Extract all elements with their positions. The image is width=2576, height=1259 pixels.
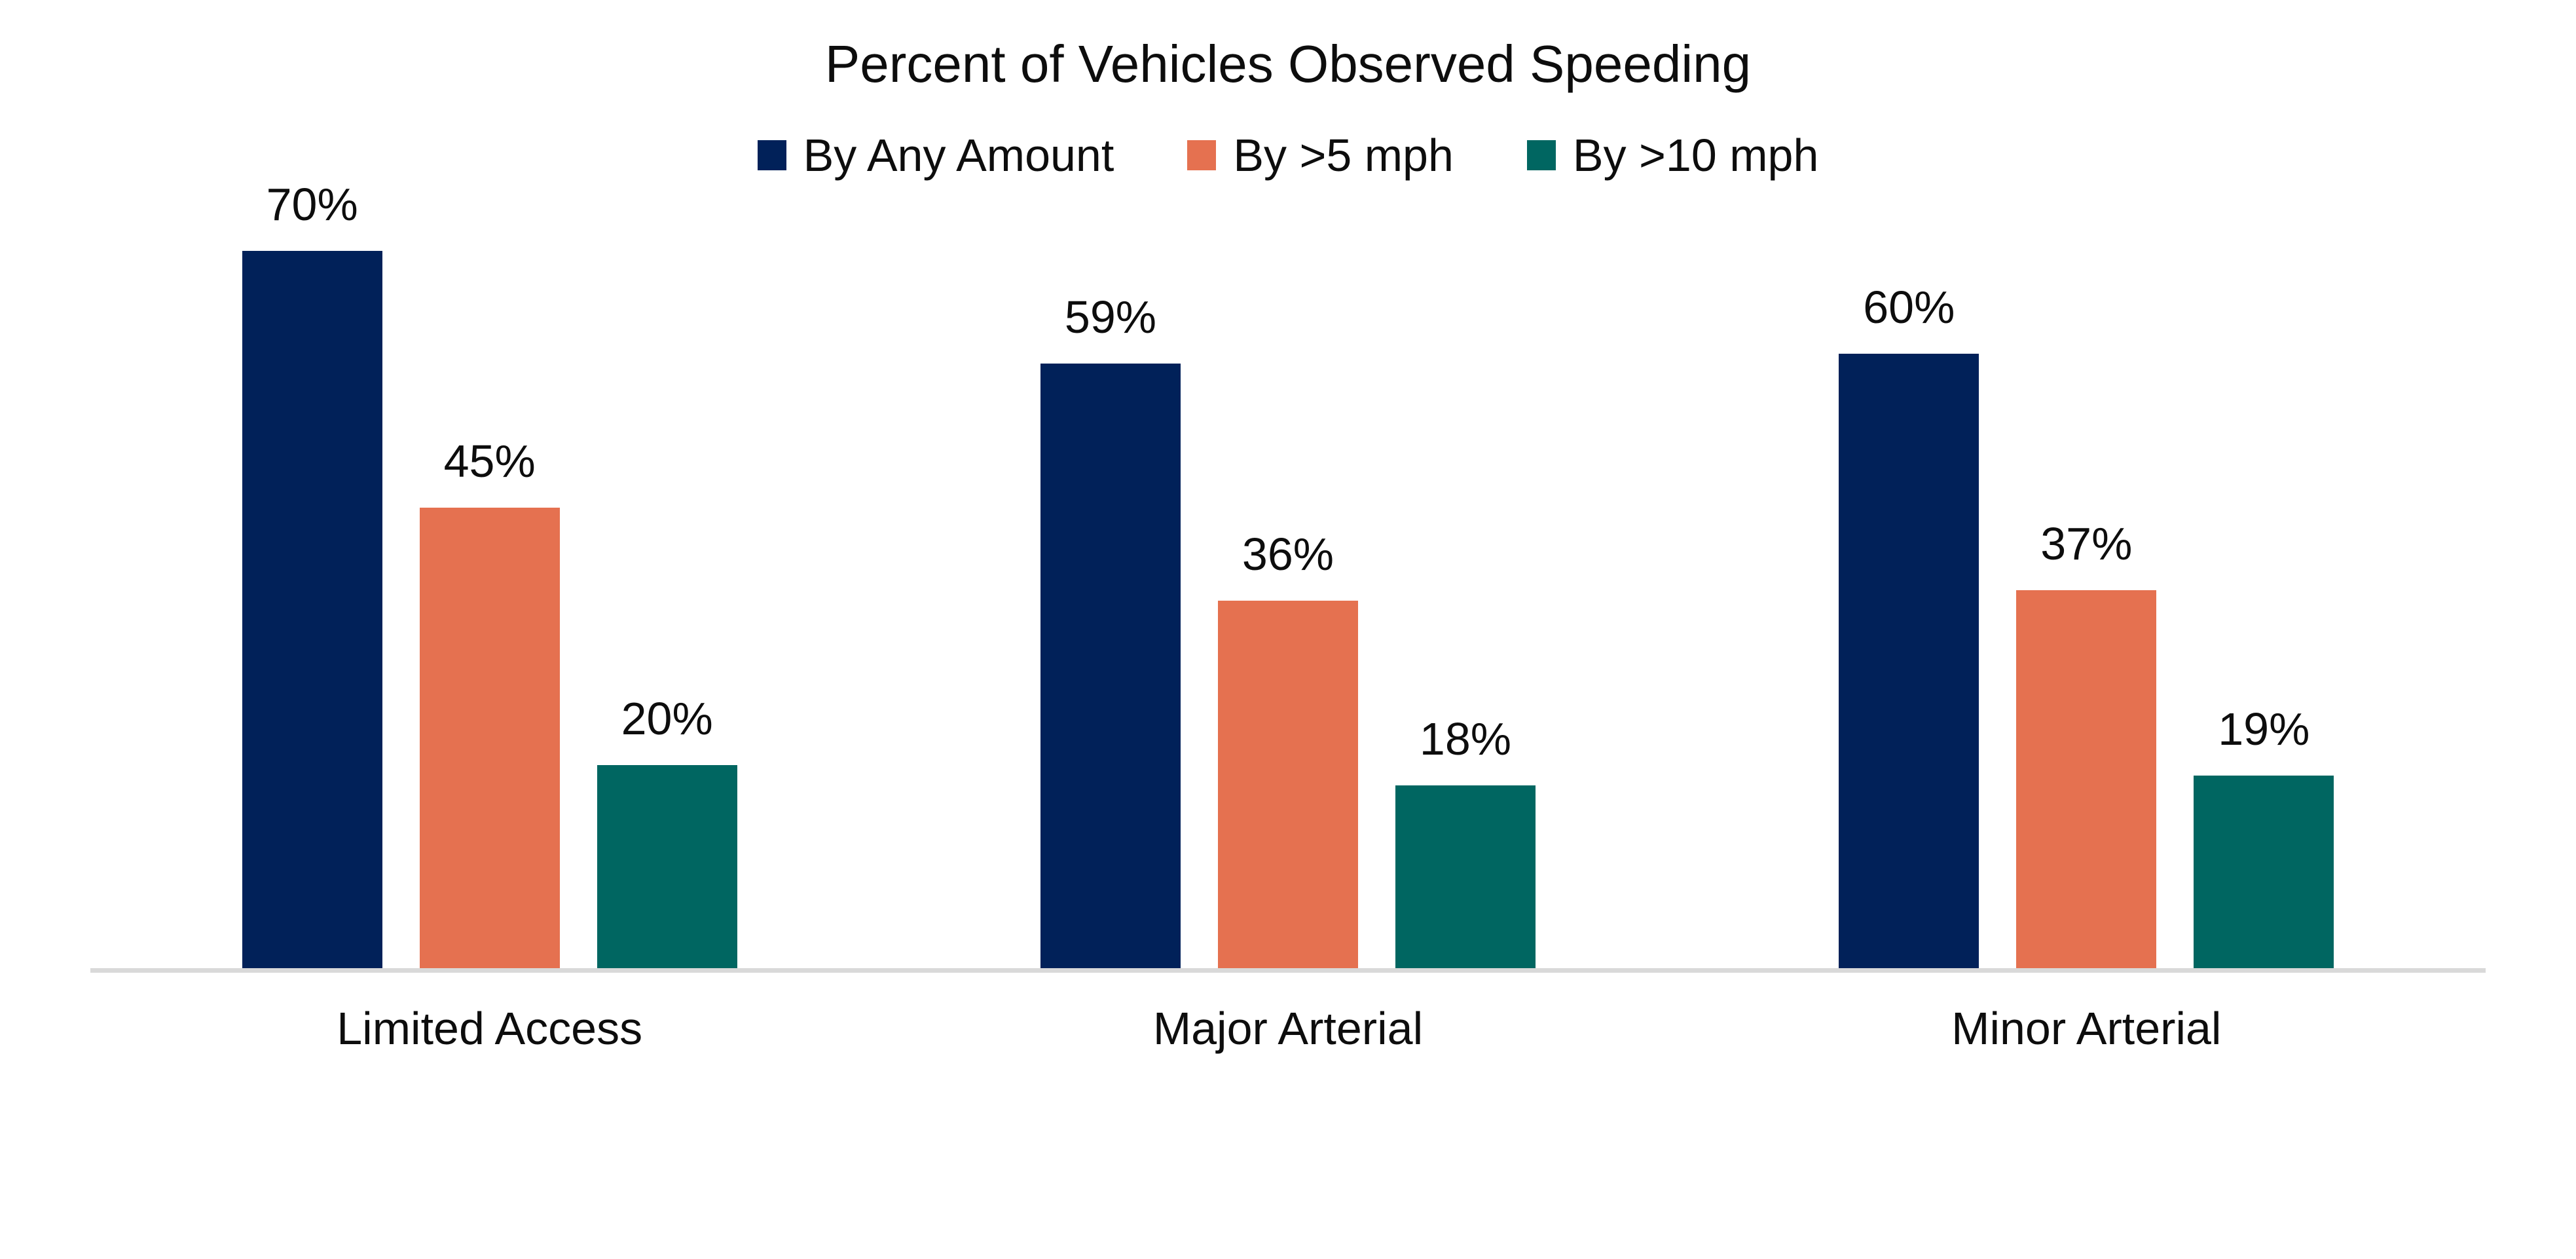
category-axis-labels: Limited Access Major Arterial Minor Arteri… <box>90 1002 2486 1055</box>
bar-column: 18% <box>1395 714 1536 971</box>
legend-swatch-icon <box>1526 140 1556 170</box>
bar-value-label: 70% <box>266 179 358 230</box>
legend: By Any Amount By >5 mph By >10 mph <box>0 128 2576 182</box>
bar-column: 19% <box>2194 704 2334 971</box>
legend-item-3: By >10 mph <box>1526 129 1819 181</box>
category-label-2: Major Arterial <box>1152 1003 1424 1054</box>
bar-by-10-mph-minor-arterial <box>2194 776 2334 971</box>
legend-item-2: By >5 mph <box>1187 129 1454 181</box>
bar-value-label: 36% <box>1242 529 1334 580</box>
bar-group-3: 60% 37% 19% <box>1839 282 2334 971</box>
bar-by-10-mph-limited-access <box>597 765 737 971</box>
bar-column: 37% <box>2016 518 2157 971</box>
bar-column: 45% <box>419 436 560 971</box>
bar-column: 36% <box>1217 529 1358 971</box>
bar-by-5-mph-limited-access <box>419 508 560 971</box>
plot-area: 70% 45% 20% 59% 36% 18% 60% 37% 19% <box>90 179 2486 973</box>
bar-group-1: 70% 45% 20% <box>242 179 737 971</box>
bar-column: 20% <box>597 694 737 971</box>
bar-value-label: 18% <box>1419 713 1512 764</box>
bar-value-label: 60% <box>1863 282 1955 333</box>
bar-value-label: 45% <box>443 436 536 487</box>
bar-by-any-amount-limited-access <box>242 251 382 971</box>
bar-value-label: 37% <box>2040 518 2133 569</box>
legend-label: By >10 mph <box>1572 130 1819 181</box>
legend-label: By Any Amount <box>803 130 1114 181</box>
bar-by-10-mph-major-arterial <box>1395 785 1536 971</box>
bar-by-any-amount-minor-arterial <box>1839 354 1979 971</box>
x-axis-line <box>90 968 2486 973</box>
legend-item-1: By Any Amount <box>757 129 1114 181</box>
bar-column: 60% <box>1839 282 1979 971</box>
bar-by-5-mph-major-arterial <box>1217 601 1358 971</box>
chart-title: Percent of Vehicles Observed Speeding <box>824 35 1752 93</box>
legend-label: By >5 mph <box>1233 130 1454 181</box>
category-label-3: Minor Arterial <box>1951 1003 2222 1054</box>
bar-group-2: 59% 36% 18% <box>1040 292 1536 971</box>
legend-swatch-icon <box>1187 140 1217 170</box>
legend-swatch-icon <box>757 140 786 170</box>
bar-value-label: 19% <box>2218 704 2310 755</box>
bar-by-5-mph-minor-arterial <box>2016 590 2157 971</box>
category-label-1: Limited Access <box>337 1003 643 1054</box>
bar-column: 70% <box>242 179 382 971</box>
bar-by-any-amount-major-arterial <box>1040 364 1181 971</box>
bar-value-label: 20% <box>621 693 713 744</box>
bar-value-label: 59% <box>1064 291 1157 343</box>
bar-column: 59% <box>1040 292 1181 971</box>
